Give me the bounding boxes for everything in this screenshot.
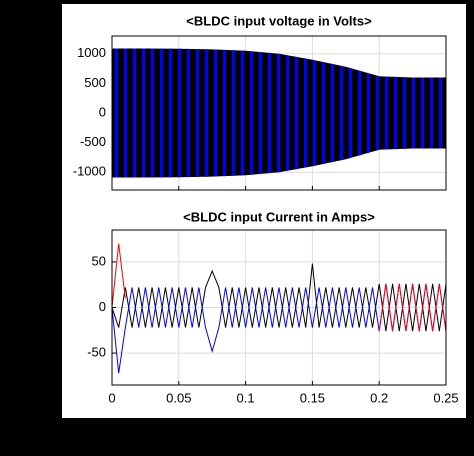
stripe (403, 48, 406, 178)
stripe (367, 48, 370, 178)
stripe (151, 48, 154, 178)
stripe (214, 48, 217, 178)
stripe (349, 48, 352, 178)
stripe (430, 48, 433, 178)
line (111, 263, 447, 332)
stripe (115, 48, 118, 178)
stripe (268, 48, 271, 178)
stripe (385, 48, 388, 178)
x-tick-label: 0.15 (300, 390, 325, 405)
y-tick-label: 500 (84, 75, 106, 90)
stripe (304, 48, 307, 178)
x-tick-label: 0.05 (166, 390, 191, 405)
stripe (331, 48, 334, 178)
chart-title: <BLDC input voltage in Volts> (186, 13, 372, 28)
stripe (412, 48, 415, 178)
stripe (160, 48, 163, 178)
stripe (277, 48, 280, 178)
stripe (205, 48, 208, 178)
stripe (286, 48, 289, 178)
stripe (259, 48, 262, 178)
x-tick-label: 0 (108, 390, 115, 405)
stripe (421, 48, 424, 178)
stripe (295, 48, 298, 178)
x-tick-label: 0.2 (370, 390, 388, 405)
y-tick-label: 0 (99, 104, 106, 119)
stripe (358, 48, 361, 178)
y-tick-label: -1000 (73, 164, 106, 179)
x-tick-label: 0.1 (237, 390, 255, 405)
stripe (223, 48, 226, 178)
y-tick-label: -50 (87, 345, 106, 360)
chart-title: <BLDC input Current in Amps> (183, 209, 375, 224)
y-tick-label: -500 (80, 134, 106, 149)
stripe (178, 48, 181, 178)
stripe (142, 48, 145, 178)
stripe (196, 48, 199, 178)
stripe (241, 48, 244, 178)
stripes (115, 48, 442, 178)
stripe (187, 48, 190, 178)
stripe (439, 48, 442, 178)
axes-frame (111, 229, 447, 386)
stripe (340, 48, 343, 178)
stripe (169, 48, 172, 178)
axes-frame (111, 35, 447, 191)
x-tick-label: 0.25 (433, 390, 458, 405)
stripe (376, 48, 379, 178)
stripe (250, 48, 253, 178)
stripe (322, 48, 325, 178)
stripe (124, 48, 127, 178)
y-tick-label: 0 (99, 299, 106, 314)
stripe (313, 48, 316, 178)
line (111, 243, 447, 332)
y-tick-label: 50 (92, 253, 106, 268)
stripe (232, 48, 235, 178)
stripe (133, 48, 136, 178)
stripe (394, 48, 397, 178)
y-tick-label: 1000 (77, 45, 106, 60)
